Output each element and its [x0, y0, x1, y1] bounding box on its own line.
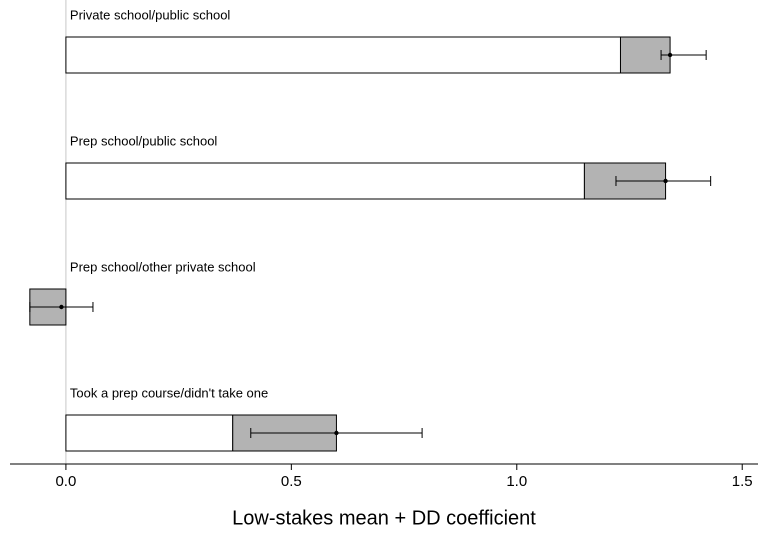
bar-segment: [65, 162, 585, 200]
x-tick-label: 0.0: [55, 473, 76, 490]
category-label: Prep school/other private school: [70, 259, 256, 274]
bar-segment: [65, 36, 621, 74]
x-tick-label: 1.0: [506, 473, 527, 490]
x-axis-title: Low-stakes mean + DD coefficient: [232, 507, 536, 529]
category-label: Private school/public school: [70, 7, 231, 22]
category-label: Took a prep course/didn't take one: [70, 385, 268, 400]
point-estimate: [667, 52, 673, 58]
x-tick-label: 0.5: [281, 473, 302, 490]
bar-segment: [65, 414, 234, 452]
point-estimate: [59, 304, 64, 310]
point-estimate: [334, 430, 339, 436]
category-label: Prep school/public school: [70, 133, 218, 148]
point-estimate: [663, 178, 668, 184]
x-tick-label: 1.5: [732, 473, 753, 490]
